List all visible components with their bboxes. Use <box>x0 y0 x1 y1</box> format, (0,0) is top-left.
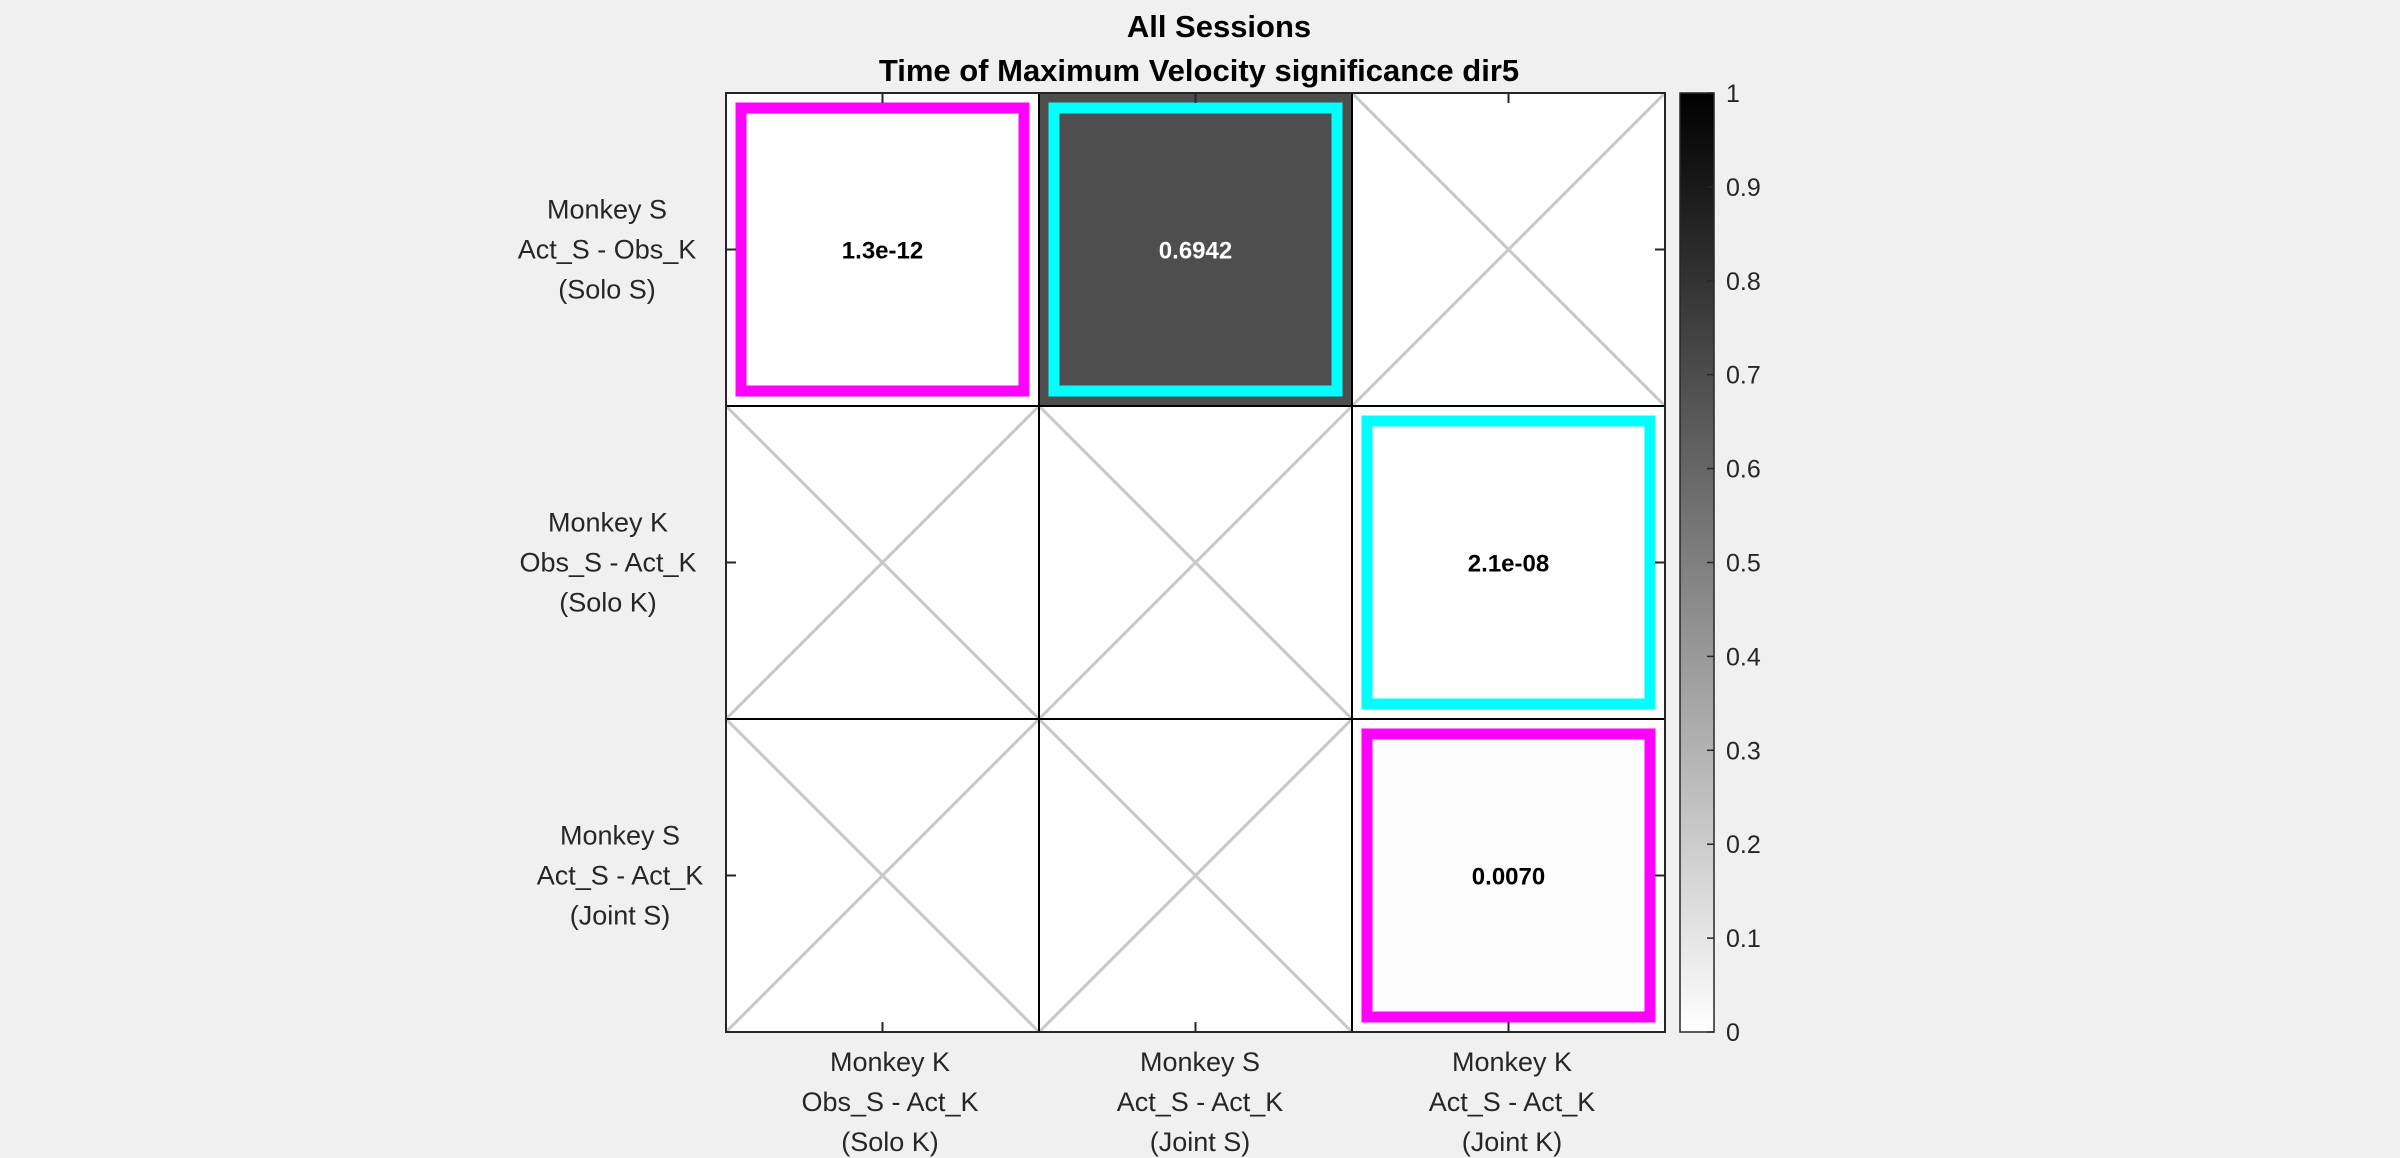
colorbar-tick-label: 0.8 <box>1726 268 1761 296</box>
colorbar-tick-label: 0.5 <box>1726 550 1761 578</box>
x-axis-ticks: Monkey K Obs_S - Act_K (Solo K) Monkey S Act… <box>801 93 1595 1157</box>
chart-title-line-2: Time of Maximum Velocity significance di… <box>879 53 1519 88</box>
empty-cell-cross <box>1037 404 1354 721</box>
cell-fill <box>726 93 1039 406</box>
y-tick-label: Obs_S - Act_K <box>519 548 696 578</box>
y-tick-label: Act_S - Act_K <box>537 861 704 891</box>
cell-r0-c2 <box>1350 91 1667 408</box>
colorbar-tick-label: 0.6 <box>1726 456 1761 484</box>
x-tick-label: Monkey K <box>830 1047 950 1077</box>
cell-value-label: 2.1e-08 <box>1468 551 1549 578</box>
y-tick-label: (Solo S) <box>558 275 656 305</box>
cell-r0-c1: 0.6942 <box>1039 93 1352 406</box>
cell-fill <box>1039 93 1352 406</box>
colorbar-tick-label: 0.7 <box>1726 362 1761 390</box>
cell-r2-c1 <box>1037 717 1354 1034</box>
cell-fill <box>1352 406 1665 719</box>
cell-value-label: 0.0070 <box>1472 864 1545 891</box>
colorbar-tick-label: 0.4 <box>1726 643 1761 671</box>
cell-value-label: 0.6942 <box>1159 238 1232 265</box>
colorbar-tick-label: 0.1 <box>1726 925 1761 953</box>
colorbar-tick-label: 0.2 <box>1726 831 1761 859</box>
cell-r2-c0 <box>724 717 1041 1034</box>
x-tick-label: Obs_S - Act_K <box>801 1087 978 1117</box>
significance-outline <box>1048 102 1343 397</box>
x-tick-label: (Joint K) <box>1462 1127 1563 1157</box>
significance-outline <box>735 102 1030 397</box>
cell-fill <box>1352 719 1665 1032</box>
y-tick-label: (Solo K) <box>559 588 657 618</box>
empty-cell-cross <box>724 404 1041 721</box>
colorbar: 0 0.1 0.2 0.3 0.4 0.5 0.6 0.7 0.8 0.9 1 <box>1679 80 1761 1047</box>
significance-outline <box>1361 728 1656 1023</box>
y-tick-label: Monkey S <box>547 195 667 225</box>
empty-cell-cross <box>1350 91 1667 408</box>
x-tick-label: Monkey S <box>1140 1047 1260 1077</box>
empty-cell-cross <box>1037 717 1354 1034</box>
x-tick-label: (Solo K) <box>841 1127 939 1157</box>
colorbar-tick-label: 0.9 <box>1726 174 1761 202</box>
heatmap-cells: 1.3e-12 0.6942 2.1e-08 0.0070 <box>724 91 1667 1034</box>
y-tick-label: (Joint S) <box>570 901 671 931</box>
y-tick-label: Act_S - Obs_K <box>518 235 697 265</box>
y-axis-ticks: Monkey S Act_S - Obs_K (Solo S) Monkey K Obs… <box>518 195 1665 931</box>
cell-r1-c2: 2.1e-08 <box>1352 406 1665 719</box>
cell-r2-c2: 0.0070 <box>1352 719 1665 1032</box>
y-tick-label: Monkey K <box>548 508 668 538</box>
cell-r1-c1 <box>1037 404 1354 721</box>
x-tick-label: Act_S - Act_K <box>1429 1087 1596 1117</box>
significance-outline <box>1361 415 1656 710</box>
cell-r1-c0 <box>724 404 1041 721</box>
cell-value-label: 1.3e-12 <box>842 238 923 265</box>
colorbar-tick-label: 0.3 <box>1726 737 1761 765</box>
colorbar-tick-label: 0 <box>1726 1019 1740 1047</box>
x-tick-label: (Joint S) <box>1150 1127 1251 1157</box>
x-tick-label: Monkey K <box>1452 1047 1572 1077</box>
chart-title-line-1: All Sessions <box>1127 9 1311 44</box>
y-tick-label: Monkey S <box>560 821 680 851</box>
cell-r0-c0: 1.3e-12 <box>726 93 1039 406</box>
x-tick-label: Act_S - Act_K <box>1117 1087 1284 1117</box>
colorbar-tick-label: 1 <box>1726 80 1740 108</box>
empty-cell-cross <box>724 717 1041 1034</box>
